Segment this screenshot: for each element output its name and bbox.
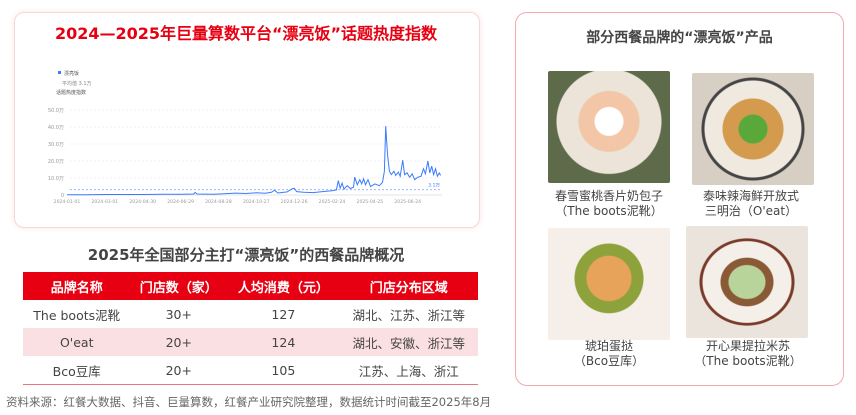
header-stores: 门店数（家） — [130, 272, 228, 300]
table-row: The boots泥靴 30+ 127 湖北、江苏、浙江等 — [23, 300, 478, 328]
y-tick-label: 10.0万 — [48, 176, 64, 182]
x-tick-label: 2024-06-29 — [167, 199, 194, 205]
source-note: 资料来源：红餐大数据、抖音、巨量算数，红餐产业研究院整理，数据统计时间截至202… — [6, 395, 492, 409]
product-brand: 三明治（O'eat） — [704, 204, 798, 218]
legend-average: 平均值 3.1万 — [62, 80, 92, 87]
chart-title: 2024—2025年巨量算数平台“漂亮饭”话题热度指数 — [54, 24, 438, 43]
x-tick-label: 2025-04-25 — [357, 199, 384, 205]
product-brand: （Bco豆库） — [573, 354, 645, 368]
cell: Bco豆库 — [23, 356, 131, 385]
cell: 湖北、安徽、浙江等 — [339, 328, 478, 356]
product-photo-pistachio-tiramisu — [686, 226, 808, 338]
series-line-漂亮饭 — [67, 126, 442, 196]
y-tick-label: 20.0万 — [48, 159, 64, 165]
brand-table: 品牌名称 门店数（家） 人均消费（元） 门店分布区域 The boots泥靴 30… — [23, 272, 478, 385]
x-tick-label: 2024-08-28 — [205, 199, 232, 205]
cell: 20+ — [130, 356, 228, 385]
product-photo-amber-tart — [548, 228, 670, 340]
y-tick-label: 40.0万 — [48, 125, 64, 131]
products-panel: 部分西餐品牌的“漂亮饭”产品 春雪蜜桃香片奶包子 （The boots泥靴） 泰味… — [515, 12, 844, 386]
table-title: 2025年全国部分主打“漂亮饭”的西餐品牌概况 — [87, 246, 405, 264]
x-tick-label: 2024-10-27 — [243, 199, 270, 205]
x-tick-label: 2025-06-24 — [394, 199, 421, 205]
cell: 124 — [227, 328, 340, 356]
table-row: Bco豆库 20+ 105 江苏、上海、浙江 — [23, 356, 478, 385]
cell: 127 — [271, 306, 296, 322]
cell: 105 — [227, 356, 340, 385]
header-region: 门店分布区域 — [339, 272, 478, 300]
chart-card — [14, 12, 480, 228]
x-tick-label: 2024-03-01 — [92, 199, 119, 205]
x-tick-label: 2024-12-26 — [281, 199, 308, 205]
legend-marker — [58, 71, 61, 74]
cell: O'eat — [23, 328, 131, 356]
product-caption: 琥珀蛋挞 （Bco豆库） — [534, 339, 684, 369]
y-axis-label: 话题热度指数 — [56, 89, 86, 96]
legend-series: 漂亮饭 — [64, 70, 79, 77]
product-brand: （The boots泥靴） — [555, 204, 663, 218]
product-photo-peach-burrata — [548, 71, 670, 183]
header-brand: 品牌名称 — [23, 272, 131, 300]
y-tick-label: 50.0万 — [48, 108, 64, 114]
cell: 20+ — [130, 328, 228, 356]
cell: The boots泥靴 — [33, 307, 121, 323]
x-tick-label: 2025-02-24 — [319, 199, 346, 205]
average-label: 3.1万 — [428, 183, 440, 189]
product-name: 开心果提拉米苏 — [705, 339, 790, 353]
table-row: O'eat 20+ 124 湖北、安徽、浙江等 — [23, 328, 478, 356]
product-brand: （The boots泥靴） — [694, 354, 802, 368]
cell: 江苏、上海、浙江 — [339, 356, 478, 385]
cell: 30+ — [165, 306, 192, 322]
product-caption: 春雪蜜桃香片奶包子 （The boots泥靴） — [534, 189, 684, 219]
products-title: 部分西餐品牌的“漂亮饭”产品 — [586, 30, 773, 46]
heat-index-chart: 0 10.0万 20.0万 30.0万 40.0万 50.0万 2024-01-01 2024… — [48, 70, 442, 205]
x-tick-label: 2024-04-30 — [129, 199, 156, 205]
product-name: 泰味辣海鲜开放式 — [702, 189, 799, 203]
x-tick-label: 2024-01-01 — [54, 199, 81, 205]
cell: 湖北、江苏、浙江等 — [352, 307, 466, 323]
y-tick-label: 0 — [61, 193, 64, 199]
product-name: 琥珀蛋挞 — [584, 339, 633, 353]
product-photo-seafood-sandwich — [692, 73, 814, 185]
y-tick-label: 30.0万 — [48, 142, 64, 148]
product-caption: 泰味辣海鲜开放式 三明治（O'eat） — [676, 189, 826, 219]
header-spend: 人均消费（元） — [227, 272, 340, 300]
product-caption: 开心果提拉米苏 （The boots泥靴） — [673, 339, 823, 369]
product-name: 春雪蜜桃香片奶包子 — [554, 189, 663, 203]
